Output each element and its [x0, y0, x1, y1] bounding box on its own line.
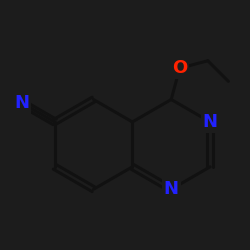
Text: O: O: [172, 59, 187, 77]
Text: N: N: [202, 113, 218, 131]
Text: N: N: [14, 94, 29, 112]
Text: N: N: [164, 180, 179, 198]
